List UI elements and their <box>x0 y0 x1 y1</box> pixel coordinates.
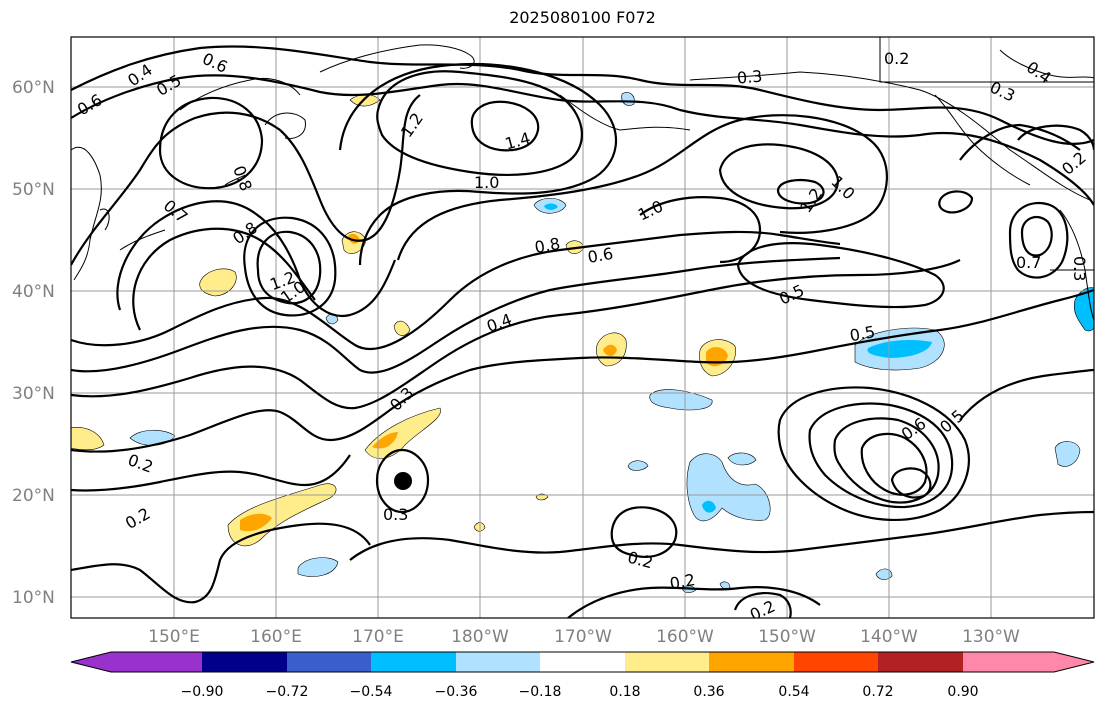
lon-label: 160°W <box>656 627 714 647</box>
lon-label: 150°W <box>758 627 816 647</box>
lat-label: 40°N <box>12 282 55 302</box>
lon-label: 160°E <box>250 627 302 647</box>
lat-label: 10°N <box>12 588 55 608</box>
lon-label: 170°E <box>352 627 404 647</box>
colorbar <box>70 651 1095 673</box>
contour-label: 0.3 <box>383 505 408 524</box>
colorbar-segment <box>540 652 625 672</box>
lat-label: 20°N <box>12 486 55 506</box>
colorbar-outline <box>70 651 1095 673</box>
lon-label: 130°W <box>962 627 1020 647</box>
colorbar-segment <box>794 652 878 672</box>
colorbar-tick-label: 0.72 <box>862 684 893 700</box>
lat-label: 50°N <box>12 180 55 200</box>
colorbar-segment <box>709 652 794 672</box>
latitude-labels: 60°N 50°N 40°N 30°N 20°N 10°N <box>12 78 55 608</box>
contour-label: 0.3 <box>736 67 763 88</box>
colorbar-segment <box>625 652 709 672</box>
contour-label: 0.6 <box>586 244 614 267</box>
colorbar-segment <box>202 652 287 672</box>
colorbar-segment <box>287 652 371 672</box>
contour-label: 0.8 <box>533 234 561 257</box>
contour-label: 0.5 <box>848 322 876 345</box>
lon-label: 150°E <box>148 627 200 647</box>
lon-label: 180°W <box>451 627 509 647</box>
contour-label: 1.0 <box>474 173 499 192</box>
longitude-labels: 150°E 160°E 170°E 180°W 170°W 160°W 150°… <box>148 627 1020 647</box>
colorbar-tick-label: 0.18 <box>609 684 640 700</box>
colorbar-tick-label: −0.72 <box>266 684 309 700</box>
contour-label: 0.3 <box>1070 256 1089 281</box>
colorbar-tick-label: 0.90 <box>947 684 978 700</box>
colorbar-segment <box>456 652 540 672</box>
lon-label: 170°W <box>554 627 612 647</box>
map-title: 2025080100 F072 <box>509 8 656 27</box>
lat-label: 60°N <box>12 78 55 98</box>
map-border <box>70 36 1095 619</box>
lon-label: 140°W <box>860 627 918 647</box>
typhoon-center-marker <box>394 472 412 490</box>
colorbar-segment <box>878 652 963 672</box>
colorbar-tick-label: −0.90 <box>181 684 224 700</box>
contour-label: 0.2 <box>668 570 696 593</box>
colorbar-tick-label: 0.54 <box>778 684 809 700</box>
colorbar-tick-label: −0.36 <box>435 684 478 700</box>
graticule <box>71 37 1094 618</box>
contour-lines <box>71 45 1094 618</box>
lat-label: 30°N <box>12 384 55 404</box>
colorbar-segment <box>71 652 202 672</box>
colorbar-segment <box>963 652 1094 672</box>
colorbar-tick-labels: −0.90 −0.72 −0.54 −0.36 −0.18 0.18 0.36 … <box>181 684 979 700</box>
colorbar-tick-label: −0.54 <box>350 684 393 700</box>
contour-label: 0.2 <box>884 49 909 68</box>
colorbar-segment <box>371 652 456 672</box>
colorbar-tick-label: 0.36 <box>693 684 724 700</box>
contour-label: 0.7 <box>1016 253 1041 272</box>
colorbar-tick-label: −0.18 <box>519 684 562 700</box>
